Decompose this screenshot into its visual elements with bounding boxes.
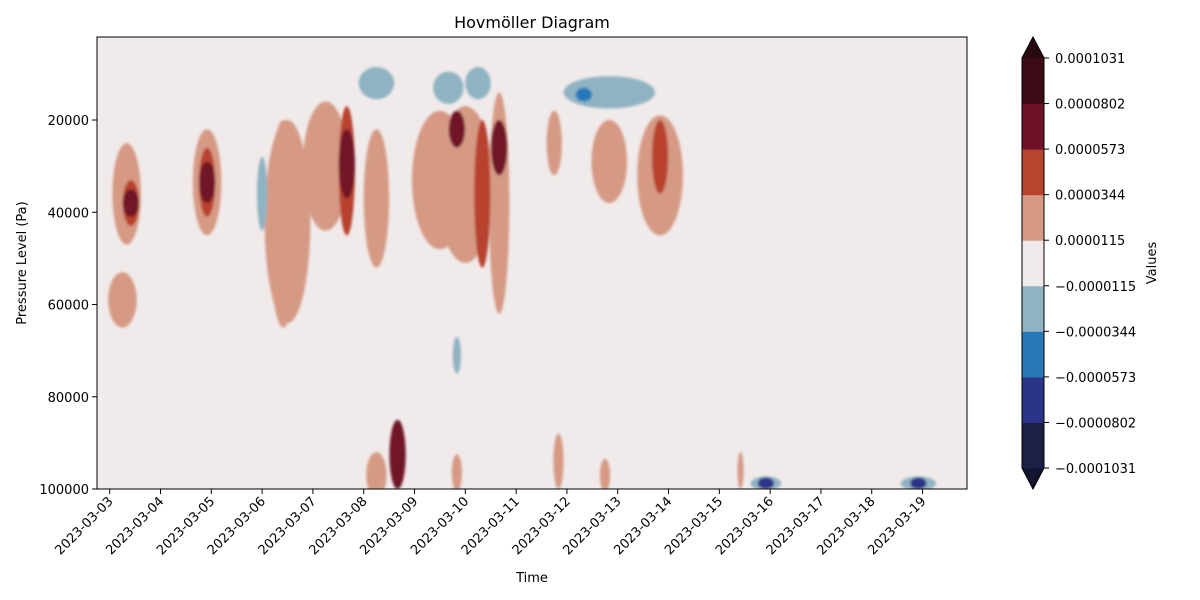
contour-region [575,87,592,102]
colorbar-segment [1022,149,1044,196]
contour-region [269,120,298,328]
contour-region [358,66,395,100]
contour-region [122,189,139,217]
contour-region [910,477,927,489]
plot-background [97,37,967,489]
y-tick-label: 60000 [48,299,89,314]
plot-frame [96,36,968,490]
colorbar-tick-label: −0.0000115 [1055,280,1136,295]
colorbar-tick-label: 0.0000802 [1055,98,1125,113]
contour-region [389,419,406,489]
colorbar-segment [1022,240,1044,287]
colorbar-label: Values [1145,242,1160,285]
colorbar-tick-label: −0.0000344 [1055,325,1136,340]
contour-region [452,336,461,374]
contour-region [546,110,562,176]
contour-region [451,454,462,489]
colorbar-tick-label: −0.0001031 [1055,462,1136,477]
x-axis-label: Time [515,571,548,586]
contour-region [366,452,387,489]
colorbar-tick-label: 0.0000573 [1055,143,1125,158]
colorbar-tick-label: 0.0000344 [1055,189,1125,204]
contour-region [433,71,464,104]
y-tick-label: 20000 [48,114,89,129]
colorbar-segment [1022,376,1044,423]
colorbar-segment [1022,422,1044,469]
x-axis: 2023-03-032023-03-042023-03-052023-03-06… [52,489,929,558]
contour-region [651,120,669,194]
colorbar-tick-label: −0.0000802 [1055,416,1136,431]
y-axis-label: Pressure Level (Pa) [15,201,30,324]
y-tick-label: 80000 [48,391,89,406]
contour-region [599,459,611,489]
colorbar-tick-label: −0.0000573 [1055,371,1136,386]
colorbar-segment [1022,58,1044,105]
contour-region [591,120,628,204]
contour-region [465,66,491,100]
colorbar-segment [1022,285,1044,332]
contour-region [198,161,216,204]
colorbar-segment [1022,103,1044,150]
chart-title: Hovmöller Diagram [454,13,610,32]
colorbar-extend-max [1022,37,1044,58]
colorbar-extend-min [1022,468,1044,489]
contour-region [302,101,349,231]
contour-shapes [108,66,937,489]
contour-region [553,433,564,489]
y-axis: 20000 40000 60000 80000 100000 [39,114,97,498]
colorbar-segment [1022,194,1044,241]
contour-region [338,129,355,199]
contour-region [448,110,465,148]
contour-region [363,129,390,268]
contour-region [474,120,491,268]
colorbar-tick-label: 0.0000115 [1055,234,1125,249]
y-tick-label: 40000 [48,206,89,221]
y-tick-label: 100000 [39,483,89,498]
colorbar-tick-label: 0.0001031 [1055,52,1125,67]
contour-field [108,66,937,489]
contour-region [257,156,268,231]
colorbar-segment [1022,331,1044,378]
colorbar: −0.0001031 −0.0000802 −0.0000573 −0.0000344… [1021,35,1136,491]
contour-region [491,120,508,176]
contour-region [108,272,137,328]
contour-region [757,477,775,489]
contour-region [737,452,744,489]
